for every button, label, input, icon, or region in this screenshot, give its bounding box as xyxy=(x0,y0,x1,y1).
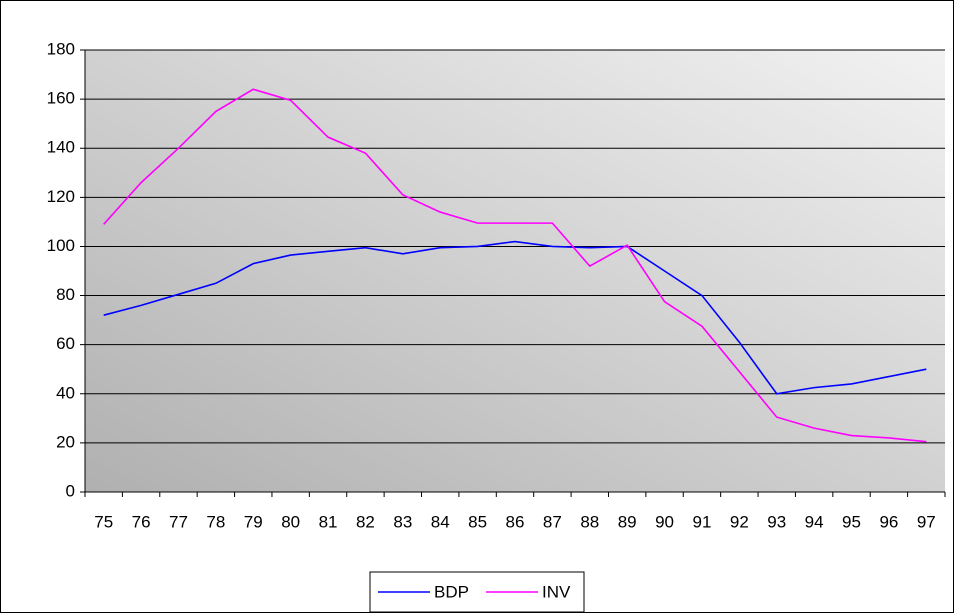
legend: BDP INV xyxy=(369,571,585,613)
x-tick-label: 89 xyxy=(618,512,637,531)
y-tick-label: 60 xyxy=(56,334,75,353)
x-tick-label: 75 xyxy=(94,512,113,531)
plot-area xyxy=(85,50,945,492)
x-tick-label: 88 xyxy=(580,512,599,531)
y-tick-label: 40 xyxy=(56,383,75,402)
x-tick-label: 96 xyxy=(879,512,898,531)
y-tick-label: 180 xyxy=(47,39,75,58)
x-tick-label: 83 xyxy=(393,512,412,531)
series-line xyxy=(103,240,927,395)
x-tick-label: 91 xyxy=(692,512,711,531)
y-tick-label: 160 xyxy=(47,89,75,108)
x-tick-label: 93 xyxy=(767,512,786,531)
x-tick-label: 84 xyxy=(431,512,450,531)
x-tick-label: 85 xyxy=(468,512,487,531)
series-line xyxy=(103,88,927,443)
x-tick-label: 97 xyxy=(917,512,936,531)
x-tick-label: 92 xyxy=(730,512,749,531)
y-tick-label: 100 xyxy=(47,236,75,255)
x-tick-label: 82 xyxy=(356,512,375,531)
x-tick-label: 79 xyxy=(244,512,263,531)
x-tick-label: 95 xyxy=(842,512,861,531)
x-tick-label: 90 xyxy=(655,512,674,531)
x-tick-label: 78 xyxy=(206,512,225,531)
x-tick-label: 77 xyxy=(169,512,188,531)
x-tick-label: 86 xyxy=(506,512,525,531)
x-tick-label: 87 xyxy=(543,512,562,531)
y-tick-label: 20 xyxy=(56,432,75,451)
y-tick-label: 140 xyxy=(47,138,75,157)
legend-label: BDP xyxy=(434,582,469,601)
x-tick-label: 94 xyxy=(805,512,824,531)
y-tick-label: 120 xyxy=(47,187,75,206)
x-tick-label: 80 xyxy=(281,512,300,531)
y-tick-label: 0 xyxy=(66,481,75,500)
y-tick-label: 80 xyxy=(56,285,75,304)
x-tick-label: 81 xyxy=(319,512,338,531)
legend-label: INV xyxy=(542,582,571,601)
x-tick-label: 76 xyxy=(132,512,151,531)
